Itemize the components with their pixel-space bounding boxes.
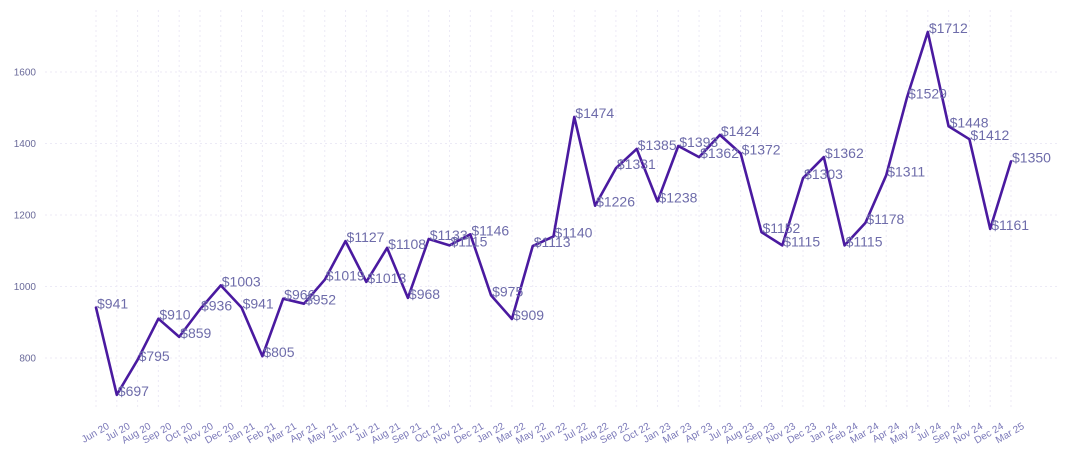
data-label: $936 [201,297,232,313]
data-label: $952 [305,292,336,308]
data-label: $1362 [700,145,739,161]
data-label: $909 [513,307,544,323]
data-label: $1013 [367,270,406,286]
data-label: $1003 [222,273,261,289]
grid [45,10,1057,410]
series-line [94,30,1013,397]
data-label: $1238 [658,189,697,205]
y-axis-ticks: 800 1000 1200 1400 1600 [14,68,37,365]
data-label: $966 [284,287,315,303]
y-tick-label: 800 [19,354,36,365]
data-label: $1019 [326,268,365,284]
y-tick-label: 1000 [14,282,37,293]
data-label: $859 [180,325,211,341]
data-label: $697 [118,383,149,399]
data-label: $1350 [1012,149,1051,165]
data-label: $1152 [762,220,800,236]
data-label: $1529 [908,85,947,101]
data-label: $1448 [950,114,989,130]
data-label: $910 [159,307,190,323]
data-label: $1424 [721,123,760,139]
data-labels: $941 $697 $795 $910 $859 $936 $1003 $941 $805 $96… [97,20,1051,399]
data-label: $1127 [347,229,385,245]
data-label: $941 [97,296,128,312]
data-label: $1113 [534,234,571,250]
data-label: $941 [243,296,274,312]
data-label: $975 [492,283,523,299]
data-label: $1140 [555,224,593,240]
data-label: $1362 [825,145,864,161]
data-label: $1226 [596,194,635,210]
data-label: $1303 [804,166,843,182]
data-label: $1115 [451,233,488,249]
y-tick-label: 1600 [14,68,37,79]
data-label: $1178 [866,211,904,227]
data-label: $805 [263,344,294,360]
data-label: $1115 [846,233,883,249]
data-label: $1146 [471,222,509,238]
data-label: $1331 [617,156,656,172]
data-label: $1372 [742,142,781,158]
y-tick-label: 1400 [14,139,37,150]
data-label: $1311 [887,163,925,179]
data-label: $1412 [970,127,1009,143]
data-label: $1161 [991,217,1029,233]
data-label: $795 [139,348,170,364]
data-label: $1393 [679,134,718,150]
data-label: $968 [409,286,440,302]
data-label: $1133 [430,227,468,243]
data-label: $1474 [575,105,614,121]
data-label: $1108 [388,236,426,252]
data-label: $1712 [929,20,968,36]
y-tick-label: 1200 [14,211,37,222]
data-label: $1115 [783,233,820,249]
data-label: $1385 [638,137,677,153]
